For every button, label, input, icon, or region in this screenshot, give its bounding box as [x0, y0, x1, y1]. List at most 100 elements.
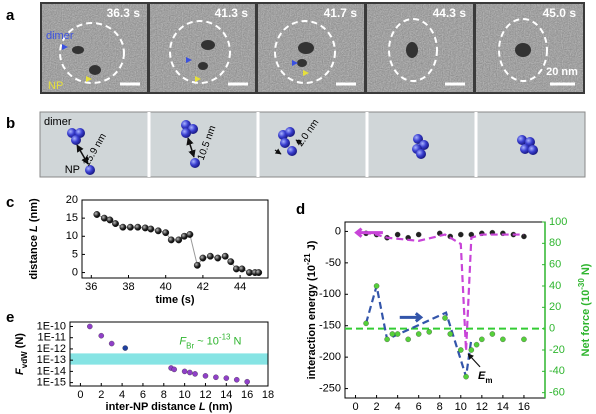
- y-axis-label-part: interaction energy (10: [306, 265, 318, 379]
- data-point: [415, 331, 422, 337]
- np-label: NP: [48, 80, 63, 92]
- x-axis-label: inter-NP distance L (nm): [106, 401, 233, 413]
- x-axis-label-part: (nm): [206, 401, 233, 413]
- data-point: [186, 231, 194, 238]
- x-tick-label: 0: [352, 401, 358, 413]
- frame-time: 41.3 s: [215, 6, 249, 20]
- data-line: [363, 231, 524, 351]
- frame-time: 41.7 s: [324, 6, 358, 20]
- tem-frame: [367, 4, 473, 92]
- data-point: [479, 336, 485, 343]
- y-tick-label: 60: [549, 259, 561, 271]
- plot-frame: [344, 221, 546, 399]
- y-tick-label: 20: [66, 194, 78, 206]
- data-point: [468, 347, 475, 353]
- data-point: [119, 223, 127, 231]
- data-point: [202, 373, 209, 379]
- axis-arrow: [399, 312, 424, 323]
- y-axis-label-part: L: [28, 225, 40, 232]
- annotation-part: ~ 10: [194, 335, 219, 347]
- data-point: [221, 252, 229, 260]
- y-tick-label: 1E-11: [37, 332, 66, 344]
- y-axis-label-part: distance: [28, 232, 40, 280]
- data-point: [206, 252, 214, 260]
- annotation-part: E: [478, 370, 486, 382]
- data-point: [134, 223, 142, 231]
- y-tick-label: 1E-12: [37, 343, 66, 355]
- panel-label: b: [6, 115, 15, 132]
- x-tick-label: 10: [455, 401, 467, 413]
- y-tick-label: -100: [319, 288, 341, 300]
- data-point: [147, 225, 155, 233]
- x-axis-label: time (s): [155, 294, 194, 306]
- data-point: [394, 331, 401, 337]
- data-point: [394, 231, 401, 238]
- data-point: [255, 269, 263, 277]
- data-point: [500, 336, 506, 343]
- y2-axis-label: Net force (10-30 N): [577, 263, 592, 356]
- annotation-part: -13: [219, 332, 231, 341]
- x-tick-label: 14: [497, 401, 509, 413]
- data-point: [93, 211, 101, 218]
- x-tick-label: 44: [234, 281, 246, 293]
- y-axis-label: FvdW (N): [14, 333, 29, 375]
- dimer-label: dimer: [44, 116, 72, 128]
- x-tick-label: 12: [199, 389, 211, 401]
- x-tick-label: 6: [416, 401, 422, 413]
- data-point: [415, 231, 422, 238]
- annotation-part: N: [230, 335, 241, 347]
- y2-axis-label-part: Net force (10: [580, 290, 592, 357]
- data-point: [458, 347, 464, 353]
- data-point: [521, 336, 527, 343]
- tem-frame: [42, 4, 147, 92]
- panel-label: d: [296, 201, 305, 218]
- data-point: [171, 366, 177, 373]
- panel-label: e: [6, 309, 14, 326]
- y-tick-label: -40: [549, 365, 565, 377]
- y-tick-label: -60: [549, 387, 565, 399]
- data-point: [458, 231, 464, 238]
- x-tick-label: 4: [395, 401, 401, 413]
- data-point: [473, 341, 480, 348]
- y-axis-label-part: J): [306, 240, 318, 253]
- frame-time: 44.3 s: [433, 6, 467, 20]
- y-tick-label: -250: [319, 382, 341, 394]
- y-tick-label: -200: [319, 351, 341, 363]
- y-tick-label: 0: [72, 266, 78, 278]
- y2-axis-label-part: N): [580, 263, 592, 278]
- tem-frame: [150, 4, 255, 92]
- data-point: [193, 261, 201, 269]
- data-point: [199, 254, 207, 262]
- scale-bar-label: 20 nm: [546, 66, 578, 78]
- y-tick-label: 40: [549, 280, 561, 292]
- y-tick-label: 1E-15: [37, 377, 66, 389]
- frame-time: 45.0 s: [543, 6, 577, 20]
- x-tick-label: 18: [262, 389, 274, 401]
- data-point: [384, 336, 390, 343]
- np-label: NP: [65, 164, 80, 176]
- data-point: [162, 229, 170, 237]
- x-tick-label: 8: [161, 389, 167, 401]
- x-tick-label: 10: [179, 389, 191, 401]
- y-tick-label: 5: [72, 248, 78, 260]
- x-tick-label: 16: [241, 389, 253, 401]
- data-point: [442, 315, 448, 321]
- x-tick-label: 40: [160, 281, 172, 293]
- data-point: [187, 369, 193, 376]
- x-tick-label: 12: [476, 401, 488, 413]
- annotation: Em: [478, 370, 492, 385]
- x-tick-label: 8: [437, 401, 443, 413]
- data-point: [489, 331, 496, 337]
- y2-axis-label-part: -30: [577, 278, 586, 290]
- plot-frame: [69, 321, 269, 387]
- data-point: [213, 374, 219, 381]
- x-tick-label: 38: [122, 281, 134, 293]
- y-tick-label: -150: [319, 320, 341, 332]
- data-point: [141, 224, 149, 232]
- y-axis-label: distance L (nm): [28, 198, 40, 280]
- x-tick-label: 14: [220, 389, 232, 401]
- data-point: [98, 332, 105, 339]
- schematic: dimer 15.9 nm NP 10.5 nm 2.0 nm: [39, 111, 586, 178]
- data-point: [108, 340, 115, 347]
- data-point: [363, 320, 369, 327]
